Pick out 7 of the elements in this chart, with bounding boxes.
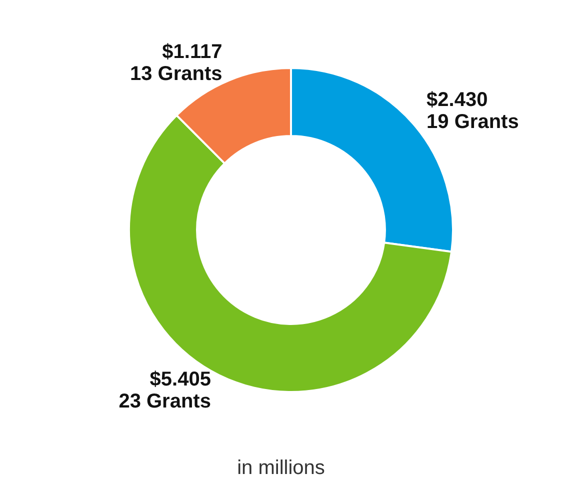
slice-label: 13 Grants xyxy=(130,63,222,86)
text: in millions xyxy=(237,457,325,479)
data-label: $1.117 xyxy=(162,41,222,64)
slice-label: 19 Grants xyxy=(426,111,519,134)
data-label: $5.405 xyxy=(150,368,211,391)
slice-label: 23 Grants xyxy=(118,390,211,413)
data-label: $2.430 xyxy=(426,89,488,112)
